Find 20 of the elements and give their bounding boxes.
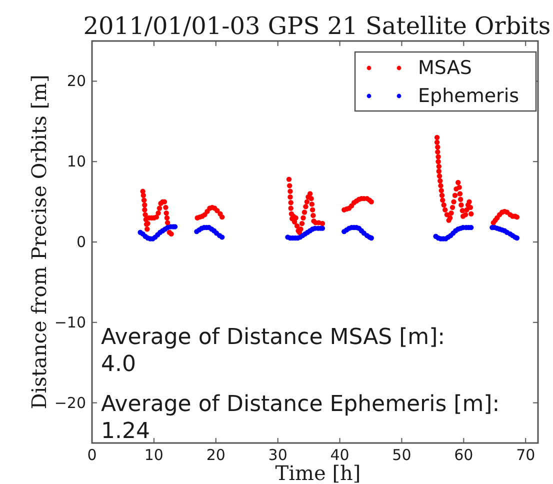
x-tick-label: 60 [454,446,474,464]
x-tick-label: 70 [516,446,536,464]
x-tick-label: 30 [268,446,288,464]
y-axis-title: Distance from Precise Orbits [m] [27,74,51,410]
y-tick-label: −20 [54,394,86,412]
x-tick-label: 40 [330,446,350,464]
annotation: Average of Distance Ephemeris [m]: 1.24 [101,392,500,444]
x-tick-label: 20 [206,446,226,464]
legend-label: MSAS [418,57,472,79]
y-tick-label: 0 [76,233,86,251]
chart-title: 2011/01/01-03 GPS 21 Satellite Orbits [83,12,551,40]
x-tick-label: 50 [392,446,412,464]
y-tick-label: −10 [54,313,86,332]
x-tick-label: 0 [87,446,97,464]
annotation: Average of Distance MSAS [m]: 4.0 [101,325,446,377]
legend-label: Ephemeris [418,85,519,107]
y-tick-label: 20 [66,72,86,90]
y-tick-label: 10 [66,152,86,171]
x-tick-label: 10 [144,446,164,464]
x-axis-title: Time [h] [275,461,361,484]
